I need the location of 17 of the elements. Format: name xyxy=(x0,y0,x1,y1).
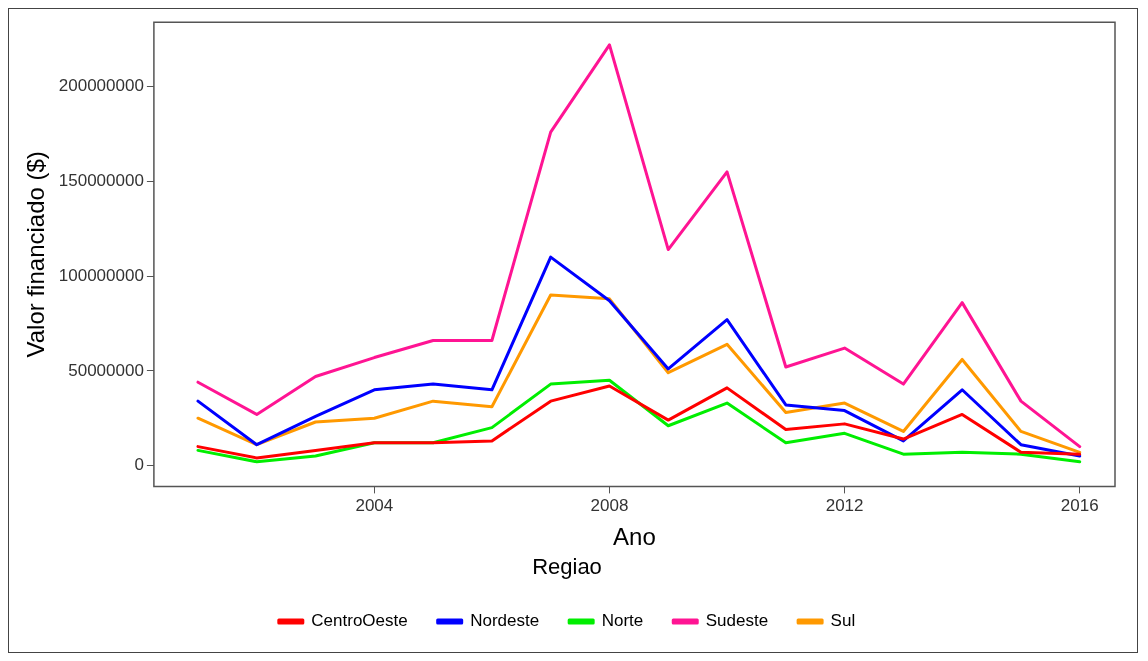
legend-label: Sudeste xyxy=(705,611,769,631)
y-tick-label: 200000000 xyxy=(58,76,144,96)
legend-title: Regiao xyxy=(532,553,602,579)
legend-label: Norte xyxy=(601,611,644,631)
x-tick-label: 2012 xyxy=(825,496,864,516)
x-axis-title: Ano xyxy=(613,522,656,550)
y-tick-label: 100000000 xyxy=(58,265,144,285)
y-tick-label: 50000000 xyxy=(68,360,144,380)
legend-label: Nordeste xyxy=(470,611,540,631)
x-tick-label: 2004 xyxy=(355,496,394,516)
y-tick-label: 150000000 xyxy=(58,171,144,191)
legend-label: CentroOeste xyxy=(311,611,408,631)
legend-label: Sul xyxy=(830,611,856,631)
x-tick-label: 2016 xyxy=(1060,496,1099,516)
x-tick-label: 2008 xyxy=(590,496,629,516)
y-axis-title: Valor financiado ($) xyxy=(22,151,50,358)
y-tick-label: 0 xyxy=(134,455,144,475)
